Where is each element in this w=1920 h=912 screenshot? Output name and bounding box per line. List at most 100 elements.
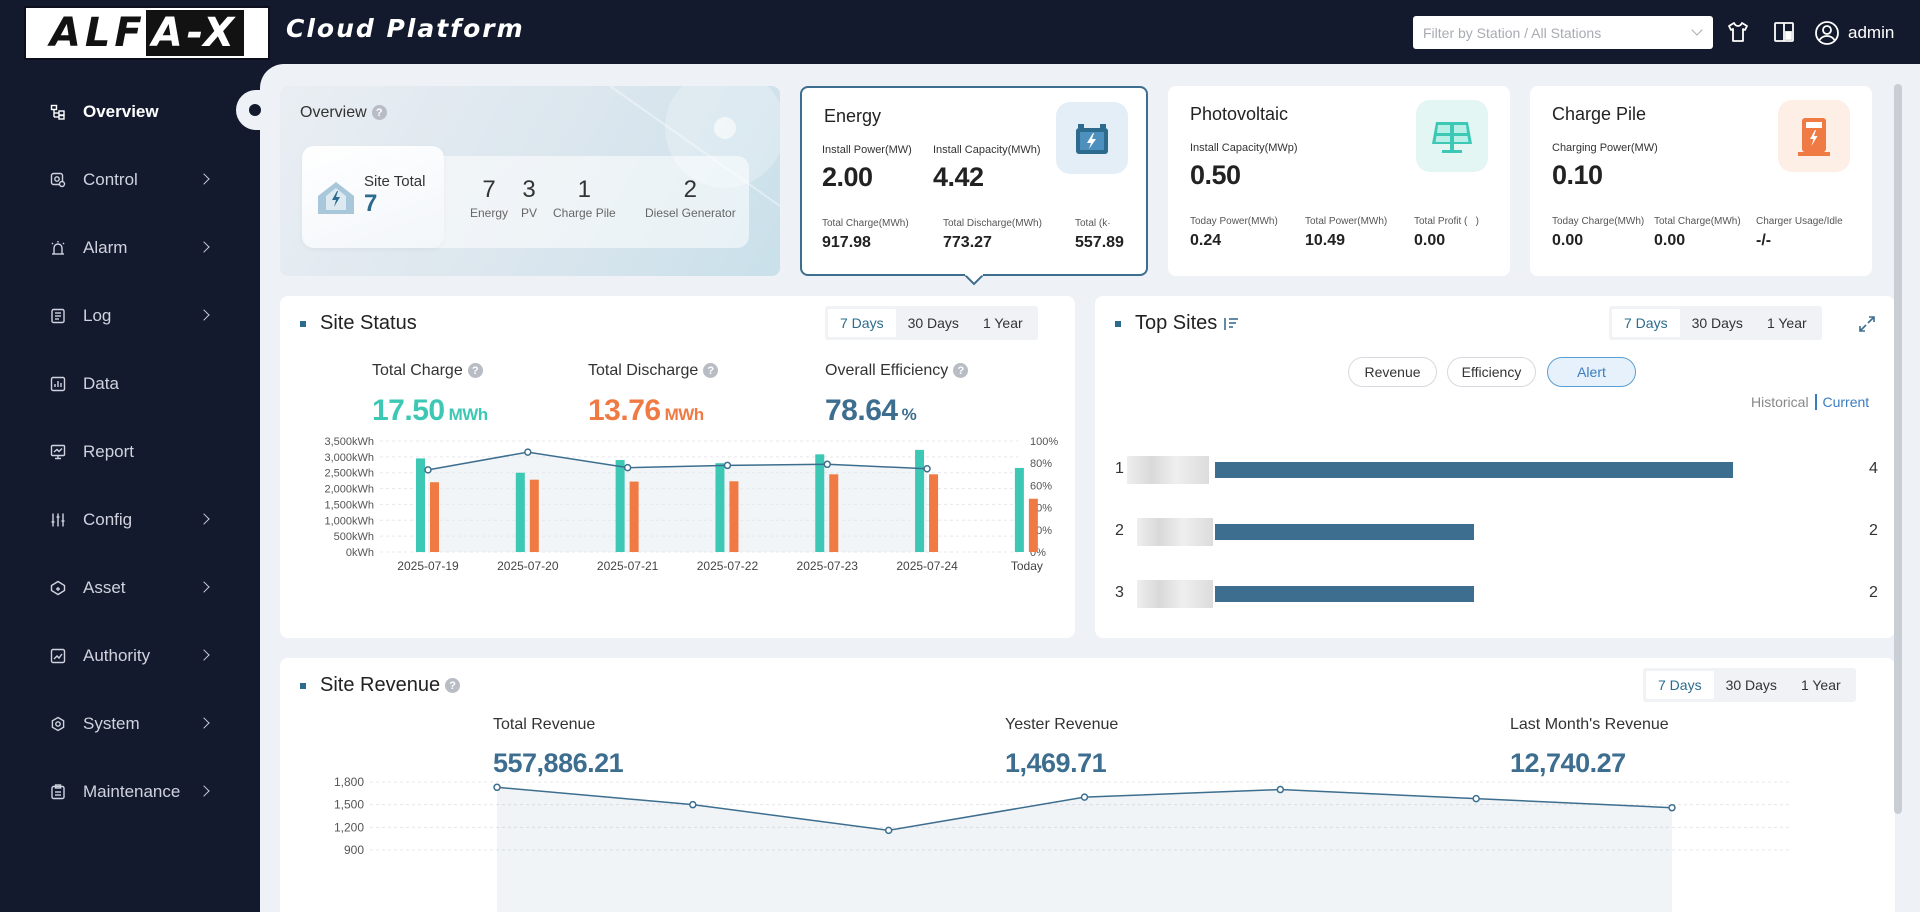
sidebar-item-overview[interactable]: Overview <box>50 94 210 130</box>
rank-bar <box>1215 462 1733 478</box>
main-content: Overview? Site Total 7 7 Energy 3 PV 1 Char… <box>260 64 1920 912</box>
rank-number: 1 <box>1115 460 1124 477</box>
rank-bar <box>1215 524 1474 540</box>
total-revenue-kpi-label: Total Revenue <box>493 716 596 733</box>
config-icon <box>50 512 66 528</box>
efficiency-area <box>428 452 928 552</box>
x-tick-label: 2025-07-21 <box>597 559 659 573</box>
rank-value: 4 <box>1869 460 1878 477</box>
help-icon[interactable]: ? <box>371 105 387 121</box>
range-7-days[interactable]: 7 Days <box>1646 671 1714 699</box>
total-power-label: Total Power(MWh) <box>1305 216 1388 227</box>
sort-list-icon[interactable] <box>1223 315 1241 333</box>
logo-text-a: ALF <box>49 10 146 56</box>
rank-number: 2 <box>1115 522 1124 539</box>
discharge-bar <box>529 479 539 552</box>
charge-bar <box>515 472 525 552</box>
total-power-value: 10.49 <box>1305 232 1346 249</box>
range-7-days[interactable]: 7 Days <box>828 309 896 337</box>
layout-switch-icon[interactable] <box>1772 20 1796 44</box>
control-icon <box>50 172 66 188</box>
revenue-point <box>1276 785 1285 794</box>
overview-icon <box>50 104 66 120</box>
site-revenue-chart: 1,800 1,500 1,200 900 <box>334 775 1790 912</box>
station-filter-select[interactable] <box>1413 16 1713 49</box>
help-icon[interactable]: ? <box>953 363 969 379</box>
sidebar-item-alarm[interactable]: Alarm <box>50 230 210 266</box>
chevron-right-icon <box>198 241 210 253</box>
revenue-point <box>689 800 697 809</box>
range-1-year[interactable]: 1 Year <box>1800 677 1841 693</box>
sidebar-item-system[interactable]: System <box>50 706 210 742</box>
yester-revenue-kpi-value: 1,469.71 <box>1005 748 1107 778</box>
charger-usage-label: Charger Usage/Idle <box>1756 216 1843 227</box>
theme-shirt-icon[interactable] <box>1726 20 1750 44</box>
pv-install-capacity-label: Install Capacity(MWp) <box>1190 142 1298 154</box>
rank-value: 2 <box>1869 522 1878 539</box>
stat-charge-pile: 1 Charge Pile <box>553 176 616 220</box>
range-30-days[interactable]: 30 Days <box>907 315 959 331</box>
yester-revenue-kpi-label: Yester Revenue <box>1005 716 1119 733</box>
sidebar-item-authority[interactable]: Authority <box>50 638 210 674</box>
sidebar-item-control[interactable]: Control <box>50 162 210 198</box>
revenue-point <box>493 783 501 792</box>
sidebar-item-data[interactable]: Data <box>50 366 210 402</box>
chevron-right-icon <box>198 309 210 321</box>
help-icon[interactable]: ? <box>703 363 719 379</box>
total-charge-kpi-label: Total Charge? <box>372 362 483 380</box>
system-icon <box>50 716 66 732</box>
discharge-bar <box>629 481 639 552</box>
chevron-right-icon <box>198 649 210 661</box>
alfa-x-logo[interactable]: ALF A-X <box>24 6 270 60</box>
y-tick-label: 1,000kWh <box>324 515 374 527</box>
page-scrollbar[interactable] <box>1894 84 1902 814</box>
sidebar-item-report[interactable]: Report <box>50 434 210 470</box>
install-capacity-label: Install Capacity(MWh) <box>933 144 1041 156</box>
tab-efficiency[interactable]: Efficiency <box>1447 357 1536 387</box>
efficiency-point <box>524 448 532 456</box>
top-sites-range-tabs: 7 Days 30 Days 1 Year <box>1609 306 1822 340</box>
range-1-year[interactable]: 1 Year <box>982 315 1023 331</box>
historical-link[interactable]: Historical <box>1751 394 1809 410</box>
help-icon[interactable]: ? <box>445 678 461 693</box>
sidebar-item-maintenance[interactable]: Maintenance <box>50 774 210 810</box>
site-total-box: Site Total 7 <box>302 146 444 248</box>
range-30-days[interactable]: 30 Days <box>1691 315 1743 331</box>
sidebar-nav: Overview Control Alarm Log Data Report C… <box>0 64 260 912</box>
sidebar-item-log[interactable]: Log <box>50 298 210 334</box>
y-tick-label: 1,500 <box>334 798 364 812</box>
help-icon[interactable]: ? <box>467 363 483 379</box>
sidebar-item-config[interactable]: Config <box>50 502 210 538</box>
discharge-bar <box>829 474 839 552</box>
range-30-days[interactable]: 30 Days <box>1725 677 1777 693</box>
current-link[interactable]: Current <box>1815 394 1870 410</box>
cp-total-charge-value: 0.00 <box>1654 232 1686 249</box>
charging-power-value: 0.10 <box>1552 160 1603 190</box>
y-tick-label: 900 <box>344 843 364 857</box>
y-tick-label: 2,500kWh <box>324 468 374 480</box>
discharge-bar <box>430 482 439 552</box>
range-1-year[interactable]: 1 Year <box>1766 315 1807 331</box>
total-revenue-kpi-value: 557,886.21 <box>493 748 624 778</box>
efficiency-point <box>923 465 931 473</box>
y-tick-label: 2,000kWh <box>324 484 374 496</box>
y2-tick-label: 40% <box>1030 503 1052 515</box>
revenue-point <box>1668 803 1676 812</box>
rank-bar <box>1215 586 1474 602</box>
charge-pile-card[interactable]: Charge Pile Charging Power(MW) 0.10 Toda… <box>1530 86 1872 276</box>
tab-alert[interactable]: Alert <box>1547 357 1636 387</box>
y-tick-label: 3,500kWh <box>324 436 374 448</box>
y-tick-label: 3,000kWh <box>324 452 374 464</box>
total-revenue-label: Total (k· <box>1075 218 1111 229</box>
photovoltaic-card[interactable]: Photovoltaic Install Capacity(MWp) 0.50 … <box>1168 86 1510 276</box>
station-filter-input[interactable] <box>1423 24 1703 41</box>
expand-icon[interactable] <box>1857 314 1877 334</box>
range-7-days[interactable]: 7 Days <box>1612 309 1680 337</box>
y-tick-label: 500kWh <box>334 531 374 543</box>
energy-card[interactable]: Energy Install Power(MW) 2.00 Install Ca… <box>800 86 1148 276</box>
tab-revenue[interactable]: Revenue <box>1348 357 1437 387</box>
site-status-card: Site Status 7 Days 30 Days 1 Year Total … <box>280 296 1075 638</box>
sidebar-item-asset[interactable]: Asset <box>50 570 210 606</box>
user-menu[interactable]: admin <box>1814 20 1894 46</box>
charger-usage-value: -/- <box>1756 232 1772 249</box>
